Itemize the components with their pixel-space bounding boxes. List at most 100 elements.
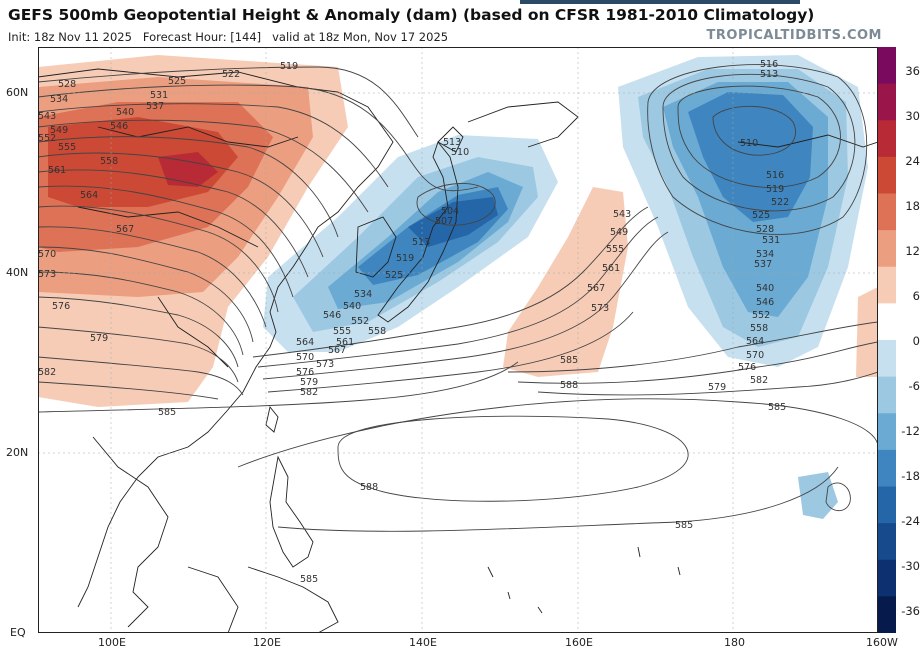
colorbar-swatch xyxy=(878,340,896,378)
contour-label: 552 xyxy=(351,316,369,327)
contour-label: 570 xyxy=(38,249,56,260)
contour-label: 522 xyxy=(222,69,240,80)
colorbar-swatch xyxy=(878,486,896,524)
lon-label: 180 xyxy=(724,636,745,649)
contour-label: 561 xyxy=(602,263,620,274)
contour-label: 552 xyxy=(38,133,56,144)
contour-label: 513 xyxy=(412,237,430,248)
lat-label: EQ xyxy=(10,626,26,639)
contour-label: 585 xyxy=(158,407,176,418)
colorbar-label: -12 xyxy=(901,424,920,438)
lat-label: 40N xyxy=(6,266,29,279)
contour-label: 543 xyxy=(613,209,631,220)
colorbar: 36 30 24 18 12 6 0 -6 -12 -18 -24 -30 -36 xyxy=(878,47,920,633)
contour-label: 582 xyxy=(750,375,768,386)
contour-label: 576 xyxy=(738,362,756,373)
lat-label: 20N xyxy=(6,446,29,459)
figure-title: GEFS 500mb Geopotential Height & Anomaly… xyxy=(8,6,815,24)
contour-label: 588 xyxy=(560,380,578,391)
colorbar-swatch xyxy=(878,266,896,304)
contour-label: 525 xyxy=(385,270,403,281)
contour-label: 585 xyxy=(675,520,693,531)
contour-label: 567 xyxy=(587,283,605,294)
contour-label: 546 xyxy=(323,310,341,321)
contour-label: 525 xyxy=(168,76,186,87)
lon-label: 160W xyxy=(866,636,898,649)
valid-label: valid at 18z Mon, Nov 17 2025 xyxy=(272,30,449,44)
contour-label: 534 xyxy=(756,249,774,260)
contour-label: 576 xyxy=(296,367,314,378)
contour-label: 579 xyxy=(708,382,726,393)
lon-label: 160E xyxy=(565,636,593,649)
colorbar-label: 6 xyxy=(913,289,920,303)
contour-labels: 528 534 543 549 552 555 558 561 564 567 … xyxy=(38,59,789,585)
contour-label: 570 xyxy=(296,352,314,363)
contour-label: 552 xyxy=(752,310,770,321)
contour-label: 561 xyxy=(336,337,354,348)
positive-anomaly-central-pacific xyxy=(503,187,878,377)
lat-labels: 60N 40N 20N EQ xyxy=(0,47,38,639)
contour-label: 531 xyxy=(150,90,168,101)
contour-label: 519 xyxy=(396,253,414,264)
contour-label: 540 xyxy=(343,301,361,312)
colorbar-swatch xyxy=(878,413,896,451)
contour-label: 537 xyxy=(754,259,772,270)
lat-label: 60N xyxy=(6,86,29,99)
colorbar-label: -24 xyxy=(901,514,920,528)
contour-label: 528 xyxy=(756,224,774,235)
contour-label: 528 xyxy=(58,79,76,90)
contour-label: 555 xyxy=(58,142,76,153)
contour-label: 558 xyxy=(368,326,386,337)
contour-label: 573 xyxy=(38,269,56,280)
height-contours xyxy=(38,64,878,532)
map-panel: 528 534 543 549 552 555 558 561 564 567 … xyxy=(38,47,878,633)
contour-label: 555 xyxy=(333,326,351,337)
contour-label: 564 xyxy=(80,190,98,201)
contour-label: 519 xyxy=(766,184,784,195)
colorbar-swatch xyxy=(878,449,896,487)
contour-label: 537 xyxy=(146,101,164,112)
map-border xyxy=(38,47,878,633)
lon-label: 120E xyxy=(253,636,281,649)
colorbar-swatch xyxy=(878,303,896,341)
colorbar-labels: 36 30 24 18 12 6 0 -6 -12 -18 -24 -30 -36 xyxy=(901,64,920,618)
contour-label: 573 xyxy=(591,303,609,314)
colorbar-swatch xyxy=(878,559,896,597)
contour-label: 513 xyxy=(760,69,778,80)
contour-label: 507 xyxy=(435,216,453,227)
contour-label: 516 xyxy=(766,170,784,181)
contour-label: 540 xyxy=(756,283,774,294)
contour-label: 504 xyxy=(441,206,459,217)
browser-toolbar-strip xyxy=(520,0,800,4)
colorbar-label: -18 xyxy=(901,469,920,483)
positive-anomaly-asia xyxy=(38,55,348,407)
contour-label: 582 xyxy=(300,387,318,398)
colorbar-label: 30 xyxy=(905,109,920,123)
contour-label: 516 xyxy=(760,59,778,70)
contour-label: 564 xyxy=(296,337,314,348)
lon-label: 140E xyxy=(409,636,437,649)
colorbar-label: -36 xyxy=(901,604,920,618)
contour-label: 570 xyxy=(746,350,764,361)
colorbar-swatch xyxy=(878,596,896,633)
contour-label: 558 xyxy=(100,156,118,167)
colorbar-label: -6 xyxy=(909,379,920,393)
colorbar-label: -30 xyxy=(901,559,920,573)
figure-subtitle: Init: 18z Nov 11 2025 Forecast Hour: [14… xyxy=(8,30,448,44)
watermark: TROPICALTIDBITS.COM xyxy=(706,28,882,43)
colorbar-label: 12 xyxy=(905,244,920,258)
lon-label: 100E xyxy=(98,636,126,649)
contour-label: 582 xyxy=(38,367,56,378)
contour-label: 546 xyxy=(756,297,774,308)
colorbar-swatch xyxy=(878,156,896,194)
grid xyxy=(38,47,878,633)
colorbar-swatch xyxy=(878,376,896,414)
contour-label: 522 xyxy=(771,197,789,208)
contour-label: 555 xyxy=(606,244,624,255)
colorbar-swatch xyxy=(878,230,896,268)
contour-label: 585 xyxy=(300,574,318,585)
contour-label: 531 xyxy=(762,235,780,246)
colorbar-swatches xyxy=(878,47,896,633)
contour-label: 588 xyxy=(360,482,378,493)
